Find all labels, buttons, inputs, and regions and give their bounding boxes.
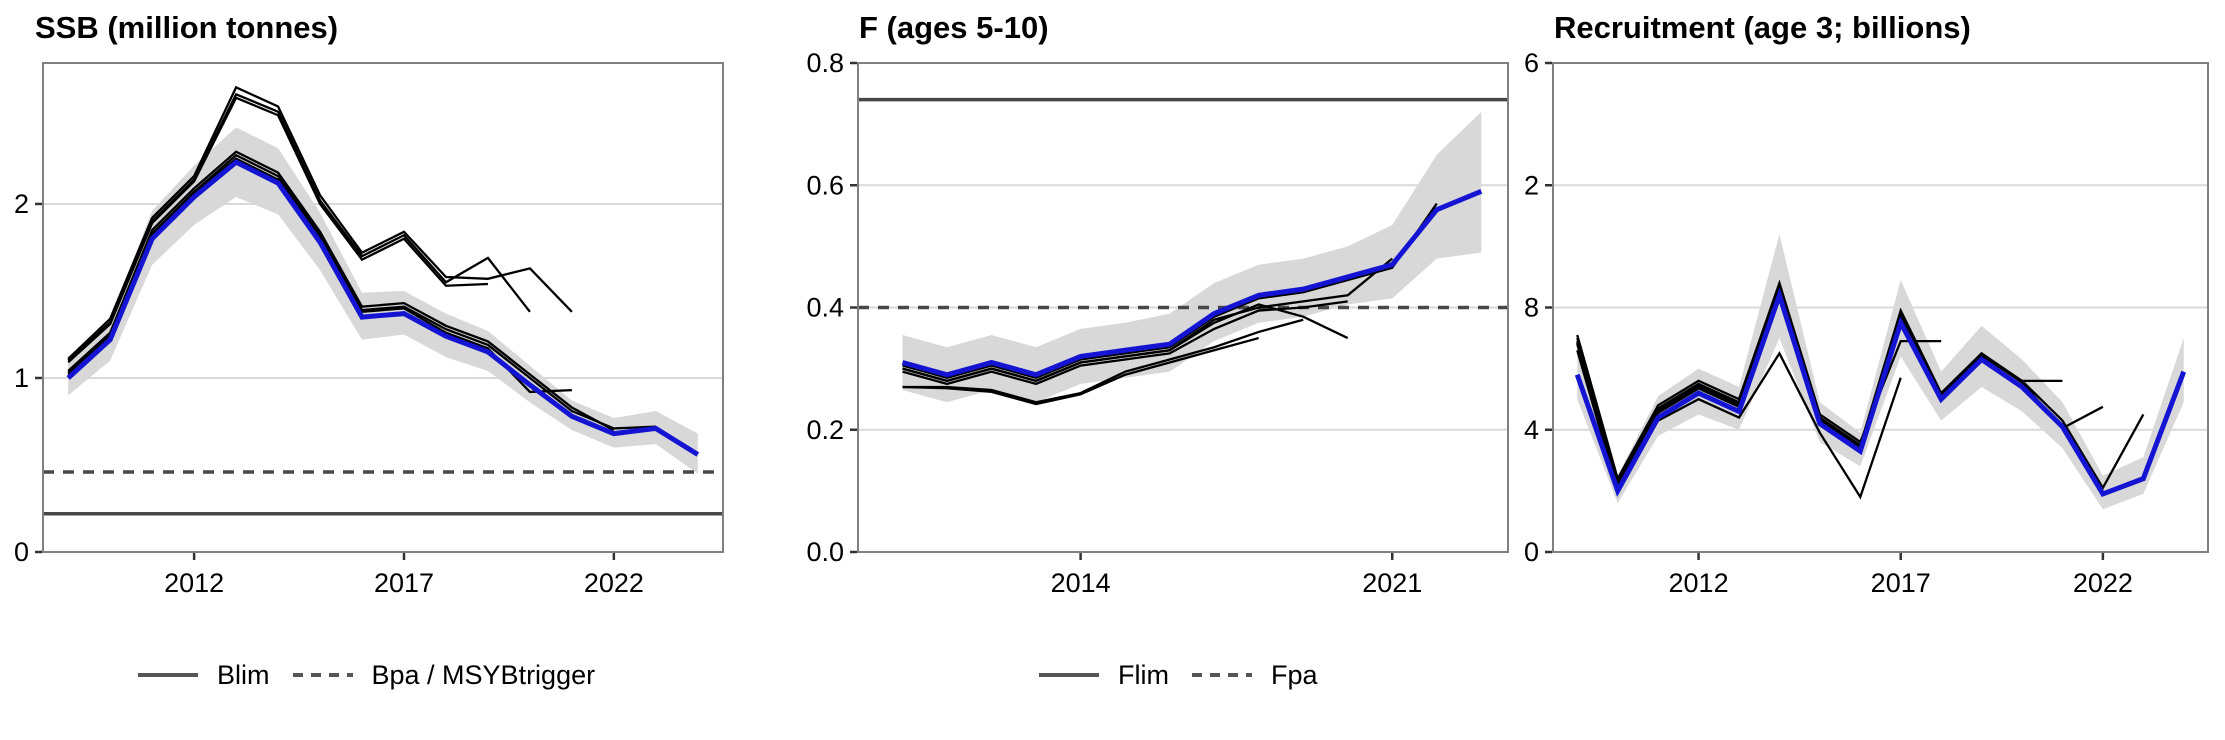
legend-item-fpa: Fpa (1191, 660, 1318, 691)
panel-title-ssb: SSB (million tonnes) (35, 10, 339, 45)
y-tick-label: 2 (1524, 170, 1539, 200)
series-retro-ending-2020 (902, 300, 1348, 386)
dashed-line-icon (1191, 673, 1252, 677)
y-tick-label: 0.2 (806, 415, 844, 445)
x-tick-label: 2017 (1871, 568, 1931, 598)
legend-label-blim: Blim (217, 659, 270, 690)
panel-border (1552, 62, 2209, 553)
x-tick-label: 2021 (1362, 568, 1422, 598)
y-tick-label: 2 (14, 189, 29, 219)
series-retro-ending-2019-low (902, 318, 1304, 404)
solid-line-icon (138, 673, 198, 677)
legend-item-flim: Flim (1038, 660, 1169, 691)
series-final-assessment (901, 189, 1483, 378)
x-tick-label: 2022 (2073, 568, 2133, 598)
x-tick-label: 2014 (1051, 568, 1111, 598)
x-tick-label: 2022 (584, 568, 644, 598)
series-final-assessment (1574, 287, 2187, 498)
x-tick-label: 2012 (164, 568, 224, 598)
legend-f: Flim Fpa (1038, 655, 1340, 695)
series-final-assessment (66, 159, 700, 457)
legend-label-fpa: Fpa (1270, 659, 1318, 690)
confidence-band (902, 111, 1482, 403)
series-retro-ending-2023 (67, 153, 656, 430)
legend-item-blim: Blim (137, 660, 270, 691)
series-retro-ending-2022 (902, 202, 1438, 380)
series-retro-ending-2022 (67, 150, 615, 432)
confidence-band (68, 127, 698, 474)
legend-label-flim: Flim (1118, 659, 1169, 690)
confidence-band (1577, 234, 2184, 510)
y-tick-label: 8 (1524, 293, 1539, 323)
y-tick-label: 0.6 (806, 170, 844, 200)
legend-item-bpa: Bpa / MSYBtrigger (292, 659, 596, 691)
legend-ssb: Blim Bpa / MSYBtrigger (137, 655, 617, 695)
y-tick-label: 0 (1524, 537, 1539, 567)
dashed-line-icon (292, 673, 353, 677)
panel-title-recruitment: Recruitment (age 3; billions) (1554, 10, 1971, 45)
panel-border (42, 62, 724, 553)
y-tick-label: 1 (14, 363, 29, 393)
y-tick-label: 0.8 (806, 48, 844, 78)
y-tick-label: 0.4 (806, 293, 844, 323)
panel-0: 0 1 2 2012 2017 2022 (14, 62, 724, 598)
y-tick-label: 6 (1524, 48, 1539, 78)
y-tick-label: 0.0 (806, 537, 844, 567)
series-retro-ending-2021 (902, 257, 1393, 383)
series-retro-ending-2018-low (902, 336, 1259, 406)
panel-2: 0 4 8 2 6 2012 2017 2022 (1524, 48, 2209, 598)
y-tick-label: 0 (14, 537, 29, 567)
panel-border (857, 62, 1509, 553)
x-tick-label: 2017 (374, 568, 434, 598)
panel-title-f: F (ages 5-10) (859, 10, 1049, 45)
y-tick-label: 4 (1524, 415, 1539, 445)
legend-label-bpa: Bpa / MSYBtrigger (371, 659, 596, 690)
series-retro-ending-2022 (1576, 285, 2104, 487)
series-retro-ending-2021-high (67, 85, 573, 360)
panel-1: 0.0 0.2 0.4 0.6 0.8 2014 2021 (806, 48, 1509, 598)
solid-line-icon (1039, 673, 1099, 677)
x-tick-label: 2012 (1669, 568, 1729, 598)
